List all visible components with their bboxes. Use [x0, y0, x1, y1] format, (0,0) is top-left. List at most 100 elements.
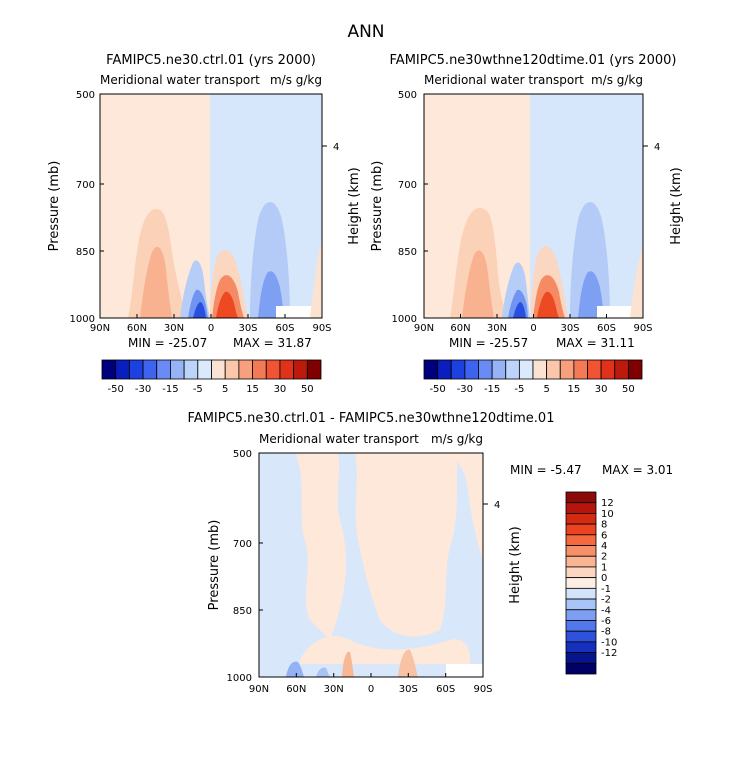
y2-axis-label: Height (km) [347, 167, 362, 244]
colorbar-label: -15 [484, 384, 500, 395]
y-tick-label: 850 [76, 247, 95, 258]
panel-subtitle: Meridional water transport [259, 432, 419, 446]
colorbar-label: 30 [595, 384, 608, 395]
colorbar-box [627, 359, 643, 380]
colorbar-box [565, 641, 597, 653]
panel-difference: FAMIPC5.ne30.ctrl.01 - FAMIPC5.ne30wthne… [188, 411, 674, 695]
contour-negative-nh-core [513, 302, 526, 318]
y2-tick-label: 4 [333, 142, 339, 153]
colorbar-box [565, 502, 597, 514]
colorbar-label: -12 [601, 648, 617, 659]
y-axis-label: Pressure (mb) [207, 520, 222, 611]
x-tick-label: 60S [436, 684, 455, 695]
contour-positive-sh [452, 453, 483, 560]
colorbar-box [183, 359, 199, 380]
colorbar-label: -8 [601, 627, 611, 638]
y-tick-label: 500 [233, 449, 252, 460]
y-axis: 500 700 850 1000 Pressure (mb) [370, 90, 428, 325]
panel-title: FAMIPC5.ne30.ctrl.01 - FAMIPC5.ne30wthne… [188, 411, 555, 426]
contour-negative-peak-2 [316, 667, 330, 677]
panel-units: m/s g/kg [270, 73, 322, 87]
max-label: MAX = 31.87 [233, 336, 312, 350]
x-tick-label: 30N [324, 684, 344, 695]
x-tick-label: 0 [368, 684, 374, 695]
y-tick-label: 700 [398, 180, 417, 191]
colorbar-box [565, 555, 597, 568]
x-tick-label: 60N [286, 684, 306, 695]
colorbar-box [559, 359, 575, 380]
contour-positive-lower [300, 636, 471, 664]
x-tick-label: 90S [312, 323, 331, 334]
colorbar-label: -6 [601, 616, 611, 627]
colorbar-box [565, 566, 597, 579]
y2-tick-label: 4 [654, 142, 660, 153]
y-axis-label: Pressure (mb) [47, 161, 62, 252]
colorbar-label: -1 [601, 584, 611, 595]
x-tick-label: 90N [249, 684, 269, 695]
colorbar-box [238, 359, 253, 380]
contour-field [259, 453, 483, 677]
x-tick-label: 30N [487, 323, 507, 334]
colorbar-label: 6 [601, 530, 607, 541]
contour-positive-eq-inner [537, 291, 559, 318]
y-tick-label: 850 [398, 247, 417, 258]
colorbar-label: -30 [135, 384, 151, 395]
colorbar-label: 10 [601, 509, 614, 520]
colorbar-box [464, 359, 479, 380]
colorbar-label: 1 [601, 562, 607, 573]
contour-positive-central [355, 453, 458, 637]
min-label: MIN = -25.57 [449, 336, 528, 350]
colorbar-box [128, 359, 144, 380]
contour-positive-region [296, 453, 347, 640]
x-axis: 90N 60N 30N 0 30S 60S 90S [249, 673, 493, 695]
y-tick-label: 1000 [392, 314, 417, 325]
y2-axis-label: Height (km) [508, 526, 523, 603]
colorbar-box [115, 359, 130, 380]
x-axis: 90N 60N 30N 0 30S 60S 90S [414, 314, 653, 334]
colorbar-box [565, 609, 597, 621]
colorbar-box [565, 598, 597, 611]
colorbar-label: 12 [601, 498, 614, 509]
contour-positive-pole [310, 240, 322, 318]
colorbar-box [170, 359, 185, 380]
colorbar-label: 30 [274, 384, 287, 395]
colorbar-box [565, 491, 597, 504]
missing-data-region [446, 664, 483, 677]
figure-title: ANN [347, 22, 384, 42]
contour-positive-eq-inner [216, 291, 238, 318]
x-tick-label: 0 [208, 323, 214, 334]
colorbar-label: -50 [429, 384, 445, 395]
panel-subtitle: Meridional water transport [100, 73, 260, 87]
colorbar-box [279, 359, 295, 380]
colorbar-box [532, 359, 548, 380]
contour-positive-nh-inner [462, 250, 494, 318]
x-tick-label: 60N [127, 323, 147, 334]
colorbar-box [565, 513, 597, 525]
x-axis: 90N 60N 30N 0 30S 60S 90S [90, 314, 332, 334]
colorbar-box [614, 359, 629, 380]
colorbar-box [565, 630, 597, 643]
colorbar: -50 -30 -15 -5 5 15 30 50 [423, 359, 643, 395]
max-label: MAX = 3.01 [602, 463, 673, 477]
colorbar-label: 2 [601, 552, 607, 563]
contour-positive-peak-2 [398, 649, 418, 677]
colorbar-box [565, 545, 597, 557]
colorbar-box [437, 359, 452, 380]
colorbar-label: 15 [246, 384, 259, 395]
max-label: MAX = 31.11 [556, 336, 635, 350]
y2-axis: 4 Height (km) [643, 142, 684, 245]
colorbar-label: 15 [568, 384, 581, 395]
colorbar-label: 50 [301, 384, 314, 395]
contour-field [100, 94, 322, 318]
y-axis-label: Pressure (mb) [370, 161, 385, 252]
colorbar-box [565, 662, 597, 675]
colorbar-box [211, 359, 226, 380]
panel-ne120: FAMIPC5.ne30wthne120dtime.01 (yrs 2000) … [370, 53, 684, 395]
colorbar-box [565, 534, 597, 546]
colorbar-label: -50 [108, 384, 124, 395]
colorbar-box [491, 359, 507, 380]
colorbar-box [565, 620, 597, 632]
y2-axis-label: Height (km) [669, 167, 684, 244]
x-tick-label: 90S [473, 684, 492, 695]
